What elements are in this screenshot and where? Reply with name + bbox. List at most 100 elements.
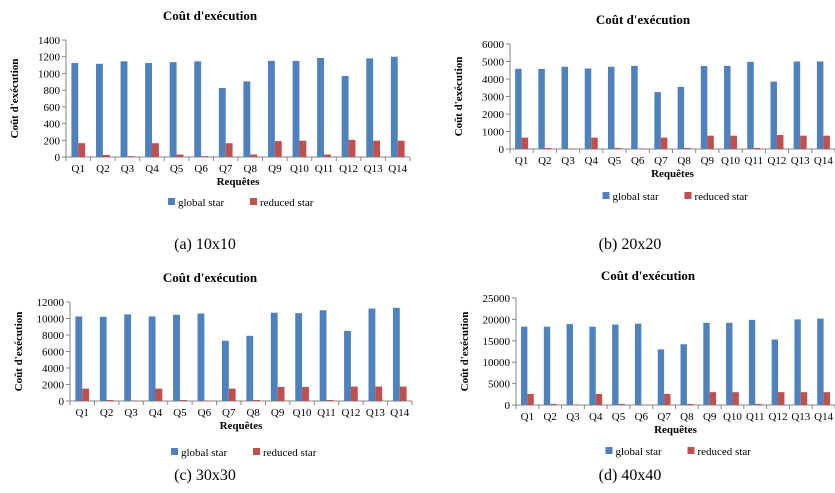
y-tick-label: 8000 [42,330,65,342]
bar-global-star-Q14 [392,307,400,401]
bar-reduced-star-Q10 [732,392,739,405]
bar-global-star-Q9 [703,322,710,405]
x-tick-label: Q4 [585,155,599,167]
bar-global-star-Q10 [724,65,731,149]
bar-reduced-star-Q5 [179,400,187,401]
y-tick-label: 3000 [482,92,505,104]
y-tick-label: 1000 [38,68,61,80]
y-axis-label: Coût d'exécution [453,57,465,137]
bar-reduced-star-Q6 [201,156,209,157]
x-tick-label: Q10 [723,411,742,423]
y-tick-label: 4000 [482,74,505,86]
bar-reduced-star-Q14 [397,140,405,157]
bar-reduced-star-Q7 [664,393,671,405]
bar-global-star-Q7 [657,349,665,405]
bar-global-star-Q8 [680,344,687,405]
bar-global-star-Q11 [748,319,756,405]
bar-reduced-star-Q9 [274,141,282,157]
caption-20x20: (b) 20x20 [598,236,662,253]
bar-reduced-star-Q11 [326,400,334,401]
bar-reduced-star-Q13 [375,386,383,401]
y-tick-label: 0 [499,144,505,156]
bar-reduced-star-Q3 [572,404,580,406]
bar-reduced-star-Q4 [155,388,163,401]
x-tick-label: Q8 [244,163,258,175]
bar-global-star-Q2 [543,326,551,405]
x-tick-label: Q10 [290,163,309,175]
x-tick-label: Q11 [317,407,336,419]
legend-swatch-global-star [605,447,613,454]
y-tick-label: 10000 [37,314,65,326]
bar-global-star-Q8 [243,81,251,157]
y-tick-label: 10000 [483,357,511,369]
bar-global-star-Q6 [194,61,202,157]
bar-global-star-Q14 [816,61,824,149]
x-tick-label: Q2 [100,407,113,419]
bar-global-star-Q7 [221,340,229,401]
bar-global-star-Q5 [169,62,177,158]
x-tick-label: Q5 [170,163,184,175]
bar-global-star-Q5 [612,324,619,405]
x-tick-label: Q14 [390,407,409,419]
caption-10x10: (a) 10x10 [174,236,236,253]
x-tick-label: Q3 [566,411,580,423]
bar-reduced-star-Q4 [591,137,598,149]
bar-global-star-Q9 [700,65,708,149]
bar-global-star-Q2 [95,63,103,157]
bar-reduced-star-Q12 [348,139,356,157]
bar-reduced-star-Q11 [324,154,331,157]
bar-global-star-Q13 [794,319,801,405]
y-tick-label: 20000 [483,314,511,326]
bar-global-star-Q8 [677,86,685,149]
x-tick-label: Q7 [222,407,236,419]
bar-reduced-star-Q10 [730,135,738,149]
x-tick-label: Q11 [744,155,763,167]
bar-global-star-Q1 [515,68,522,149]
x-tick-label: Q4 [589,411,603,423]
y-tick-label: 0 [505,400,511,412]
x-tick-label: Q1 [515,155,528,167]
bar-global-star-Q4 [589,326,596,405]
bar-global-star-Q3 [124,314,132,401]
chart-title: Coût d'exécution [163,8,258,23]
x-tick-label: Q11 [315,163,334,175]
y-tick-label: 2000 [482,109,505,121]
x-tick-label: Q5 [173,407,187,419]
bar-reduced-star-Q5 [176,154,184,157]
x-tick-label: Q2 [538,155,551,167]
bar-reduced-star-Q8 [253,400,261,401]
y-tick-label: 0 [59,396,65,408]
x-tick-label: Q13 [364,163,383,175]
caption-40x40: (d) 40x40 [598,467,662,484]
x-tick-label: Q10 [721,155,740,167]
x-tick-label: Q14 [814,411,833,423]
bar-global-star-Q10 [726,322,733,405]
legend-swatch-reduced-star [687,447,695,454]
bar-reduced-star-Q9 [709,392,717,405]
x-tick-label: Q2 [543,411,556,423]
x-tick-label: Q12 [767,155,786,167]
bar-reduced-star-Q1 [527,393,534,405]
x-tick-label: Q9 [268,163,282,175]
bar-global-star-Q12 [771,339,779,405]
y-tick-label: 15000 [483,336,511,348]
x-tick-label: Q9 [271,407,285,419]
bar-reduced-star-Q11 [753,147,761,149]
x-tick-label: Q4 [145,163,159,175]
x-tick-label: Q13 [366,407,385,419]
bar-global-star-Q13 [368,308,376,401]
x-tick-label: Q1 [75,407,88,419]
bar-reduced-star-Q7 [228,388,236,401]
x-tick-label: Q11 [746,411,765,423]
y-tick-label: 25000 [483,293,511,305]
bar-reduced-star-Q8 [684,147,691,149]
x-tick-label: Q14 [388,163,407,175]
y-tick-label: 6000 [42,347,65,359]
bar-reduced-star-Q6 [204,400,212,402]
bar-global-star-Q13 [366,58,374,158]
bar-reduced-star-Q12 [778,392,785,405]
x-tick-label: Q3 [121,163,135,175]
y-tick-label: 0 [55,152,61,164]
bar-global-star-Q14 [390,56,398,157]
bar-reduced-star-Q1 [82,388,90,401]
